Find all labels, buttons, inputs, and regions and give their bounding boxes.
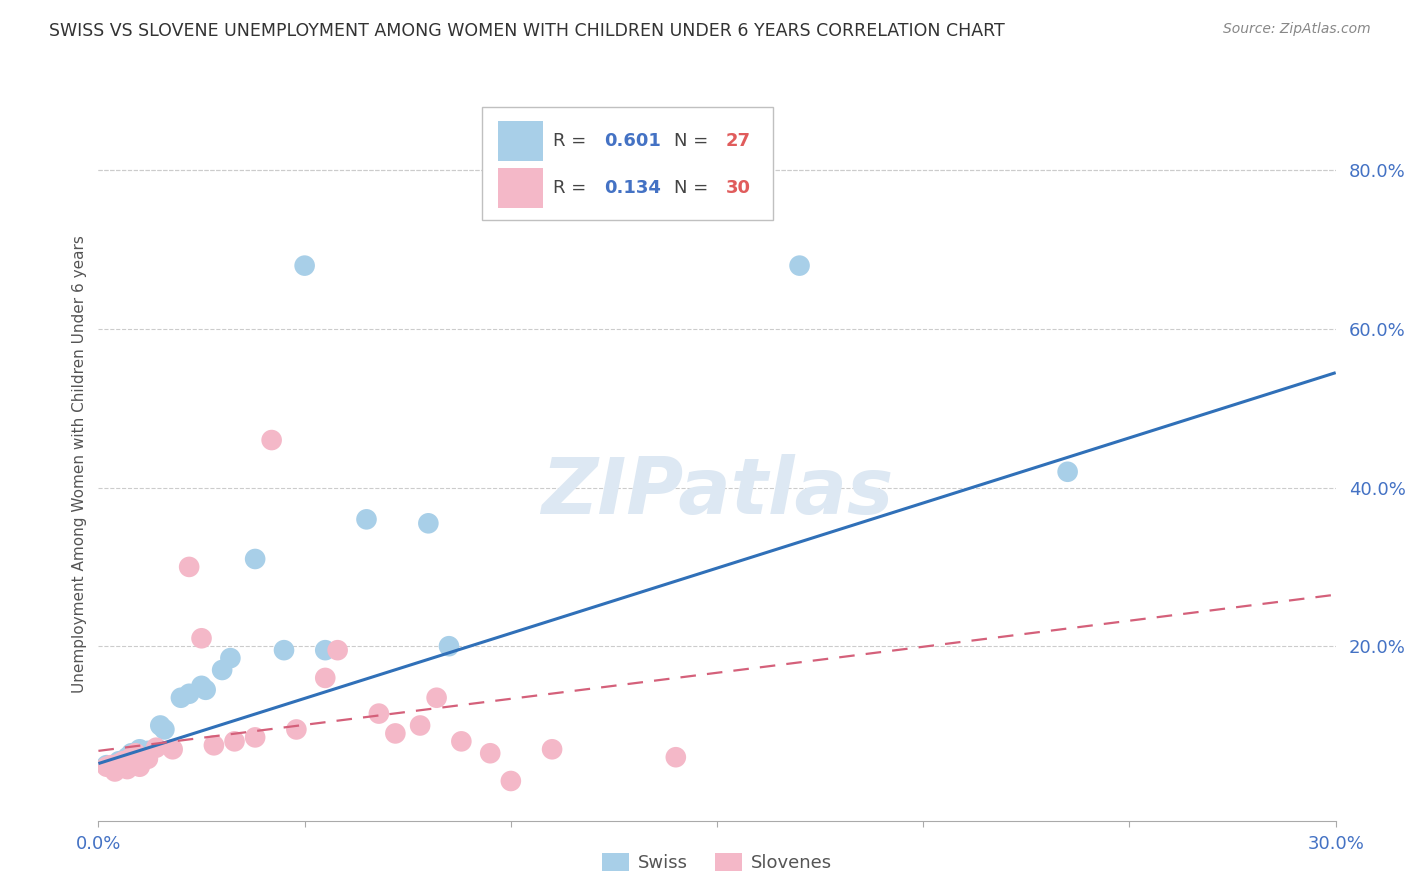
- FancyBboxPatch shape: [482, 107, 773, 219]
- Point: [170, 690, 193, 705]
- Point: [104, 764, 127, 779]
- Point: [153, 723, 176, 737]
- Point: [273, 643, 295, 657]
- Point: [418, 516, 440, 531]
- Point: [1056, 465, 1078, 479]
- Text: SWISS VS SLOVENE UNEMPLOYMENT AMONG WOMEN WITH CHILDREN UNDER 6 YEARS CORRELATIO: SWISS VS SLOVENE UNEMPLOYMENT AMONG WOME…: [49, 22, 1005, 40]
- Point: [112, 754, 135, 768]
- Point: [120, 750, 142, 764]
- Point: [541, 742, 564, 756]
- Point: [120, 746, 142, 760]
- Point: [367, 706, 389, 721]
- FancyBboxPatch shape: [498, 168, 543, 208]
- Point: [260, 433, 283, 447]
- Point: [437, 639, 460, 653]
- Point: [326, 643, 349, 657]
- Point: [112, 756, 135, 771]
- Point: [211, 663, 233, 677]
- Legend: Swiss, Slovenes: Swiss, Slovenes: [595, 846, 839, 880]
- Point: [384, 726, 406, 740]
- Point: [190, 632, 212, 646]
- Text: Source: ZipAtlas.com: Source: ZipAtlas.com: [1223, 22, 1371, 37]
- Point: [100, 758, 122, 772]
- Text: 0.601: 0.601: [605, 132, 661, 150]
- Point: [426, 690, 449, 705]
- Point: [132, 748, 155, 763]
- Point: [179, 560, 201, 574]
- Point: [136, 752, 159, 766]
- Text: 0.134: 0.134: [605, 178, 661, 196]
- Point: [128, 742, 150, 756]
- Point: [665, 750, 688, 764]
- Point: [145, 740, 167, 755]
- Point: [224, 734, 246, 748]
- Text: ZIPatlas: ZIPatlas: [541, 454, 893, 531]
- Point: [294, 259, 316, 273]
- Point: [96, 760, 118, 774]
- Text: R =: R =: [553, 178, 592, 196]
- Text: 27: 27: [725, 132, 751, 150]
- Point: [194, 682, 217, 697]
- Point: [314, 643, 336, 657]
- Text: R =: R =: [553, 132, 592, 150]
- Point: [314, 671, 336, 685]
- Point: [243, 731, 266, 745]
- Point: [479, 746, 502, 760]
- Point: [117, 762, 139, 776]
- Point: [190, 679, 212, 693]
- Text: N =: N =: [673, 178, 714, 196]
- Point: [285, 723, 308, 737]
- Point: [128, 760, 150, 774]
- Text: 30: 30: [725, 178, 751, 196]
- Text: N =: N =: [673, 132, 714, 150]
- Point: [499, 774, 522, 789]
- FancyBboxPatch shape: [498, 120, 543, 161]
- Point: [108, 756, 131, 771]
- Point: [243, 552, 266, 566]
- Point: [202, 739, 225, 753]
- Point: [124, 752, 146, 766]
- Point: [162, 742, 184, 756]
- Point: [450, 734, 472, 748]
- Point: [124, 746, 146, 760]
- Point: [96, 758, 118, 772]
- Point: [117, 750, 139, 764]
- Point: [356, 512, 378, 526]
- Point: [409, 718, 432, 732]
- Point: [179, 687, 201, 701]
- Point: [104, 760, 127, 774]
- Point: [789, 259, 811, 273]
- Point: [149, 718, 172, 732]
- Point: [108, 754, 131, 768]
- Point: [136, 744, 159, 758]
- Point: [219, 651, 242, 665]
- Y-axis label: Unemployment Among Women with Children Under 6 years: Unemployment Among Women with Children U…: [72, 235, 87, 693]
